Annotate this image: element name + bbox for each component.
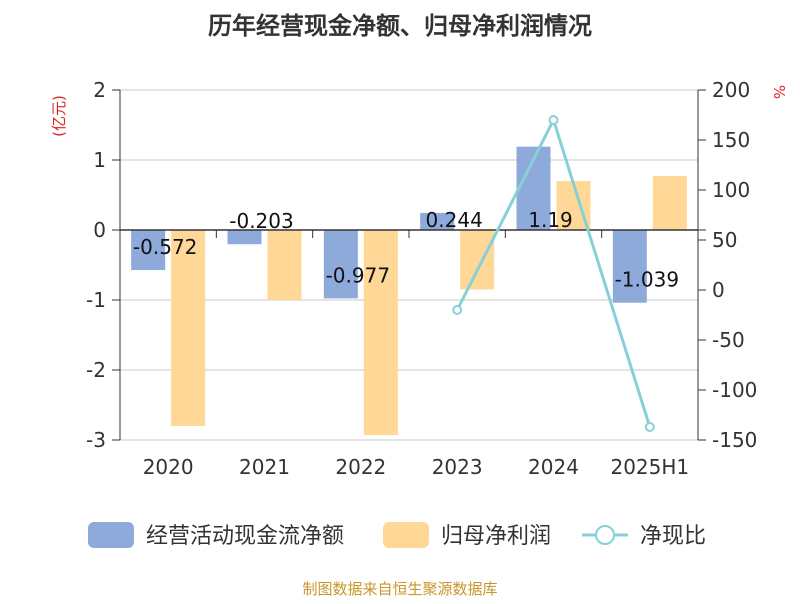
left-tick-label: -3 [86,428,106,452]
right-tick-label: 200 [712,78,750,102]
data-label: 0.244 [426,208,483,232]
data-label: -1.039 [615,268,679,292]
data-label: -0.203 [229,209,293,233]
grid-lines [120,89,698,441]
axes: 2 1 0 -1 -2 -3 200 150 100 50 0 -50 -100 -150 (亿元)% 202… [50,78,788,479]
data-labels: -0.572 -0.203 -0.977 0.244 1.19 -1.039 [133,208,679,292]
left-axis-title: (亿元) [50,95,68,137]
right-tick-label: 100 [712,178,750,202]
right-tick-label: 0 [712,278,725,302]
bar-cash-flow [131,230,166,271]
legend: 经营活动现金流净额 归母净利润 净现比 [88,522,706,549]
bar-cash-flow [420,212,455,230]
legend-swatch-cash-flow [88,522,134,548]
right-axis-title: % [770,85,788,99]
legend-label-cash-flow: 经营活动现金流净额 [146,524,344,549]
bar-cash-flow [323,230,358,299]
data-label: -0.572 [133,235,197,259]
ratio-line [452,115,655,432]
right-tick-label: -100 [712,378,757,402]
legend-label-net-profit: 归母净利润 [441,524,551,549]
left-tick-label: -2 [86,358,106,382]
ratio-point [644,422,655,432]
x-tick-label: 2024 [528,455,579,479]
x-tick-label: 2020 [143,455,194,479]
left-tick-label: 1 [93,148,106,172]
bar-net-profit [171,230,206,426]
x-tick-label: 2023 [432,455,483,479]
bar-net-profit [460,230,495,290]
data-label: 1.19 [528,208,573,232]
right-tick-label: -50 [712,328,745,352]
chart-title: 历年经营现金净额、归母净利润情况 [208,12,592,40]
source-note: 制图数据来自恒生聚源数据库 [302,580,497,598]
ratio-point [452,305,463,315]
right-tick-label: 150 [712,128,750,152]
right-tick-label: -150 [712,428,757,452]
x-tick-label: 2022 [335,455,386,479]
bars [131,146,687,436]
left-tick-label: 2 [93,78,106,102]
right-tick-label: 50 [712,228,737,252]
bar-net-profit [267,230,302,300]
left-tick-label: -1 [86,288,106,312]
bar-cash-flow [227,230,262,245]
x-tick-label: 2025H1 [610,455,689,479]
ratio-point [548,115,559,125]
left-tick-label: 0 [93,218,106,242]
legend-swatch-net-profit [383,522,429,548]
legend-label-ratio: 净现比 [640,524,706,549]
data-label: -0.977 [326,263,390,287]
bar-net-profit [363,230,398,436]
bar-cash-flow [612,230,647,303]
x-tick-label: 2021 [239,455,290,479]
legend-swatch-ratio-marker [595,525,615,545]
bar-net-profit [652,176,687,230]
